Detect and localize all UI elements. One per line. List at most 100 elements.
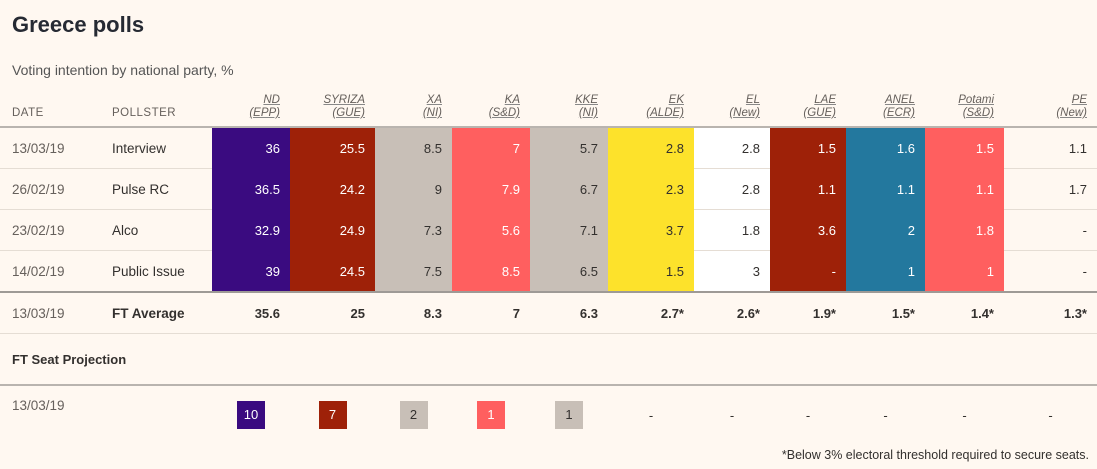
party-header-potami: Potami (S&D) bbox=[925, 86, 1004, 127]
average-date: 13/03/19 bbox=[0, 291, 100, 334]
projection-spacer bbox=[100, 385, 212, 444]
pollster-header: POLLSTER bbox=[112, 107, 177, 119]
projection-date: 13/03/19 bbox=[12, 398, 65, 413]
poll-value-syriza: 25.5 bbox=[290, 127, 375, 169]
page-subtitle: Voting intention by national party, % bbox=[12, 62, 234, 78]
party-header-kke: KKE (NI) bbox=[530, 86, 608, 127]
pollster-name: Public Issue bbox=[100, 250, 212, 293]
party-header-ek: EK (ALDE) bbox=[608, 86, 694, 127]
poll-value-pe: 1.1 bbox=[1004, 127, 1097, 169]
average-value-potami: 1.4* bbox=[925, 291, 1004, 334]
poll-value-syriza: 24.5 bbox=[290, 250, 375, 293]
party-group: (NI) bbox=[578, 107, 598, 119]
average-value-lae: 1.9* bbox=[770, 291, 846, 334]
projection-heading-row: FT Seat Projection bbox=[0, 333, 1097, 386]
seat-projection-nd: 10 bbox=[237, 401, 265, 429]
average-value-pe: 1.3* bbox=[1004, 291, 1097, 334]
party-name: ND bbox=[263, 94, 280, 106]
projection-row: 13/03/19 10 7 2 1 1 - - - - - - bbox=[0, 385, 1097, 444]
average-row: 13/03/19 FT Average 35.6 25 8.3 7 6.3 2.7* 2.6* 1… bbox=[0, 291, 1097, 334]
pollster-name: Pulse RC bbox=[100, 168, 212, 210]
seat-projection-lae: - bbox=[805, 407, 811, 423]
projection-cell-ka: 1 bbox=[452, 385, 530, 444]
poll-value-ka: 7.9 bbox=[452, 168, 530, 210]
poll-value-el: 2.8 bbox=[694, 168, 770, 210]
poll-value-nd: 32.9 bbox=[212, 209, 290, 251]
seat-projection-kke: 1 bbox=[555, 401, 583, 429]
footnote: *Below 3% electoral threshold required t… bbox=[781, 448, 1089, 462]
seat-projection-ek: - bbox=[648, 407, 654, 423]
party-group: (S&D) bbox=[488, 107, 520, 119]
party-name: EK bbox=[668, 94, 684, 106]
party-header-xa: XA (NI) bbox=[375, 86, 452, 127]
projection-cell-syriza: 7 bbox=[290, 385, 375, 444]
poll-value-nd: 39 bbox=[212, 250, 290, 293]
party-header-el: EL (New) bbox=[694, 86, 770, 127]
projection-title: FT Seat Projection bbox=[0, 333, 1097, 386]
poll-date: 26/02/19 bbox=[0, 168, 100, 210]
poll-value-kke: 5.7 bbox=[530, 127, 608, 169]
party-group: (New) bbox=[729, 107, 760, 119]
poll-value-pe: 1.7 bbox=[1004, 168, 1097, 210]
poll-value-anel: 1.6 bbox=[846, 127, 925, 169]
poll-value-ek: 2.3 bbox=[608, 168, 694, 210]
seat-projection-syriza: 7 bbox=[318, 401, 347, 429]
poll-value-lae: 1.5 bbox=[770, 127, 846, 169]
average-value-kke: 6.3 bbox=[530, 291, 608, 334]
poll-value-anel: 2 bbox=[846, 209, 925, 251]
party-name: XA bbox=[426, 94, 442, 106]
poll-value-kke: 6.7 bbox=[530, 168, 608, 210]
party-group: (New) bbox=[1056, 107, 1087, 119]
table-row: 14/02/19 Public Issue 39 24.5 7.5 8.5 6.5 1.5 3-… bbox=[0, 250, 1097, 293]
party-name: Potami bbox=[958, 94, 994, 106]
polls-table: DATE POLLSTER ND (EPP) SYRIZA (GUE) XA (NI) KA… bbox=[0, 86, 1097, 444]
average-value-anel: 1.5* bbox=[846, 291, 925, 334]
seat-projection-ka: 1 bbox=[477, 401, 505, 429]
party-name: LAE bbox=[814, 94, 836, 106]
party-group: (GUE) bbox=[332, 107, 365, 119]
seat-projection-anel: - bbox=[883, 407, 888, 423]
seat-projection-xa: 2 bbox=[399, 401, 428, 429]
poll-value-el: 3 bbox=[694, 250, 770, 293]
poll-value-ek: 2.8 bbox=[608, 127, 694, 169]
poll-value-anel: 1 bbox=[846, 250, 925, 293]
poll-value-potami: 1 bbox=[925, 250, 1004, 293]
average-value-el: 2.6* bbox=[694, 291, 770, 334]
party-name: ANEL bbox=[884, 94, 915, 106]
header-row: DATE POLLSTER ND (EPP) SYRIZA (GUE) XA (NI) KA… bbox=[0, 86, 1097, 127]
poll-value-syriza: 24.9 bbox=[290, 209, 375, 251]
party-header-nd: ND (EPP) bbox=[212, 86, 290, 127]
party-header-pe: PE (New) bbox=[1004, 86, 1097, 127]
party-name: KKE bbox=[574, 94, 598, 106]
party-header-lae: LAE (GUE) bbox=[770, 86, 846, 127]
seat-projection-el: - bbox=[729, 407, 735, 423]
party-header-anel: ANEL (ECR) bbox=[846, 86, 925, 127]
projection-cell-kke: 1 bbox=[530, 385, 608, 444]
poll-value-ka: 7 bbox=[452, 127, 530, 169]
poll-value-xa: 8.5 bbox=[375, 127, 452, 169]
poll-value-pe: - bbox=[1004, 250, 1097, 293]
projection-cell-pe: - bbox=[1004, 385, 1097, 444]
projection-cell-xa: 2 bbox=[375, 385, 452, 444]
party-group: (ALDE) bbox=[646, 107, 684, 119]
poll-value-el: 1.8 bbox=[694, 209, 770, 251]
poll-value-ek: 1.5 bbox=[608, 250, 694, 293]
party-group: (ECR) bbox=[883, 107, 915, 119]
party-group: (GUE) bbox=[803, 107, 836, 119]
poll-value-anel: 1.1 bbox=[846, 168, 925, 210]
table-row: 13/03/19 Interview 36 25.5 8.5 7 5.7 2.8 2.8 1.5 1… bbox=[0, 127, 1097, 169]
poll-value-potami: 1.1 bbox=[925, 168, 1004, 210]
projection-cell-ek: - bbox=[608, 385, 694, 444]
poll-value-xa: 9 bbox=[375, 168, 452, 210]
poll-value-lae: 3.6 bbox=[770, 209, 846, 251]
projection-cell-nd: 10 bbox=[212, 385, 290, 444]
average-value-syriza: 25 bbox=[290, 291, 375, 334]
projection-cell-lae: - bbox=[770, 385, 846, 444]
projection-cell-potami: - bbox=[925, 385, 1004, 444]
party-header-ka: KA (S&D) bbox=[452, 86, 530, 127]
date-header: DATE bbox=[12, 107, 44, 119]
table-row: 23/02/19 Alco 32.9 24.9 7.3 5.6 7.1 3.7 1.8 3.6 2 1… bbox=[0, 209, 1097, 251]
poll-value-ka: 5.6 bbox=[452, 209, 530, 251]
poll-value-lae: - bbox=[770, 250, 846, 293]
poll-value-nd: 36 bbox=[212, 127, 290, 169]
